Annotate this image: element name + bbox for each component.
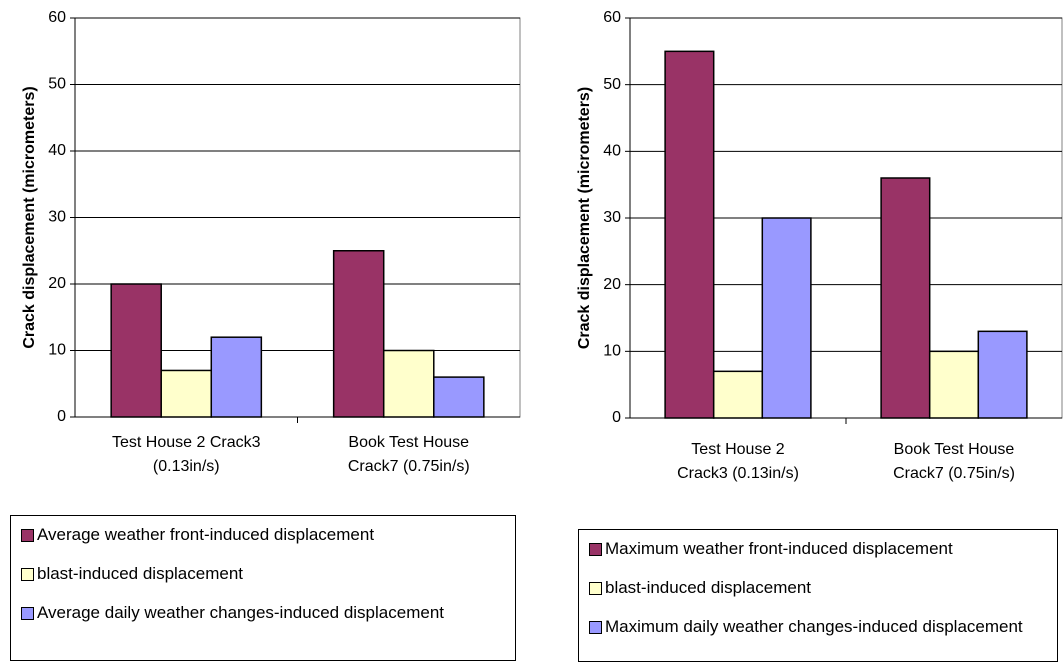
bar — [160, 369, 213, 418]
y-tick-label: 30 — [603, 209, 621, 226]
y-tick-label: 10 — [603, 343, 621, 360]
bar — [332, 250, 385, 418]
y-tick-label: 60 — [603, 9, 621, 26]
y-tick-label: 20 — [48, 275, 66, 292]
x-tick-label: Test House 2 — [691, 441, 784, 458]
legend-swatch — [589, 582, 602, 595]
legend-entry: Average weather front-induced displaceme… — [21, 524, 505, 545]
y-tick-label: 0 — [57, 408, 66, 425]
bar — [664, 50, 715, 419]
bar — [210, 336, 263, 418]
legend-entry: Maximum daily weather changes-induced di… — [589, 616, 1047, 637]
legend-label: blast-induced displacement — [605, 578, 812, 597]
legend-swatch — [21, 529, 34, 542]
x-tick-label: Crack3 (0.13in/s) — [677, 465, 799, 482]
legend: Average weather front-induced displaceme… — [10, 515, 516, 661]
x-tick-label: (0.13in/s) — [153, 458, 220, 475]
legend-label: Average weather front-induced displaceme… — [37, 525, 375, 544]
y-tick-label: 40 — [48, 142, 66, 159]
legend-entry: blast-induced displacement — [589, 577, 1047, 598]
bar — [712, 370, 764, 419]
y-tick-label: 10 — [48, 342, 66, 359]
legend-swatch — [21, 607, 34, 620]
legend-swatch — [21, 568, 34, 581]
bar — [928, 350, 980, 419]
y-axis-label: Crack displacement (micrometers) — [576, 87, 593, 349]
bar — [977, 330, 1028, 419]
x-tick-label: Book Test House — [348, 434, 469, 451]
bar — [382, 349, 435, 418]
y-tick-label: 50 — [48, 76, 66, 93]
y-tick-label: 0 — [612, 409, 621, 426]
bar — [110, 283, 162, 418]
bar — [433, 376, 485, 418]
legend-entry: Maximum weather front-induced displaceme… — [589, 538, 1047, 559]
x-tick-label: Test House 2 Crack3 — [112, 434, 261, 451]
legend-label: Average daily weather changes-induced di… — [37, 603, 444, 622]
y-tick-label: 40 — [603, 143, 621, 160]
y-tick-label: 60 — [48, 9, 66, 26]
legend: Maximum weather front-induced displaceme… — [578, 529, 1058, 662]
bar — [880, 177, 931, 419]
legend-label: blast-induced displacement — [37, 564, 244, 583]
legend-swatch — [589, 621, 602, 634]
y-tick-label: 50 — [603, 76, 621, 93]
legend-label: Maximum weather front-induced displaceme… — [605, 539, 953, 558]
bar — [761, 217, 812, 419]
x-tick-label: Crack7 (0.75in/s) — [348, 458, 470, 475]
y-axis-label: Crack displacement (micrometers) — [21, 86, 38, 348]
legend-swatch — [589, 543, 602, 556]
y-tick-label: 30 — [48, 209, 66, 226]
x-tick-label: Book Test House — [894, 441, 1015, 458]
legend-entry: blast-induced displacement — [21, 563, 505, 584]
legend-label: Maximum daily weather changes-induced di… — [605, 617, 1023, 636]
y-tick-label: 20 — [603, 276, 621, 293]
x-tick-label: Crack7 (0.75in/s) — [893, 465, 1015, 482]
legend-entry: Average daily weather changes-induced di… — [21, 602, 505, 623]
